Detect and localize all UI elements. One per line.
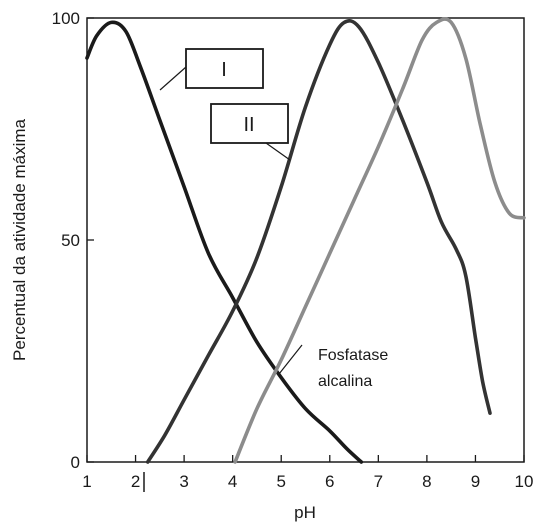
- y-tick-label-100: 100: [52, 9, 80, 28]
- y-axis-title: Percentual da atividade máxima: [10, 119, 29, 361]
- y-tick-label-0: 0: [71, 453, 80, 472]
- y-tick-label-50: 50: [61, 231, 80, 250]
- series-II-line: [145, 18, 492, 464]
- leader-line-I: [159, 66, 187, 91]
- x-tick-label-1: 1: [82, 472, 91, 491]
- x-tick-label-10: 10: [515, 472, 534, 491]
- leader-line-fosfatase: [278, 344, 303, 375]
- x-axis: 1 2 3 4 5 6 7 8 9 10: [82, 455, 533, 492]
- series-I-line: [85, 20, 364, 464]
- series-layer: [85, 17, 526, 464]
- y-axis: 0 50 100: [52, 9, 94, 472]
- leader-line-II: [265, 142, 291, 161]
- fosfatase-label-line2: alcalina: [318, 373, 372, 390]
- label-box-I-text: I: [221, 59, 227, 81]
- x-tick-label-6: 6: [325, 472, 334, 491]
- x-tick-label-2: 2: [131, 472, 140, 491]
- x-tick-label-9: 9: [471, 472, 480, 491]
- x-tick-label-8: 8: [422, 472, 431, 491]
- label-box-II: [210, 103, 289, 144]
- label-box-I: [185, 48, 264, 89]
- x-tick-label-7: 7: [374, 472, 383, 491]
- plot-area-frame: [86, 17, 525, 463]
- label-box-II-text: II: [243, 114, 254, 136]
- x-tick-label-3: 3: [179, 472, 188, 491]
- x-tick-label-4: 4: [228, 472, 237, 491]
- fosfatase-label-line1: Fosfatase: [318, 347, 388, 364]
- series-fosfatase-alcalina-line: [233, 17, 526, 464]
- x-axis-title: pH: [294, 503, 316, 522]
- x-tick-label-5: 5: [276, 472, 285, 491]
